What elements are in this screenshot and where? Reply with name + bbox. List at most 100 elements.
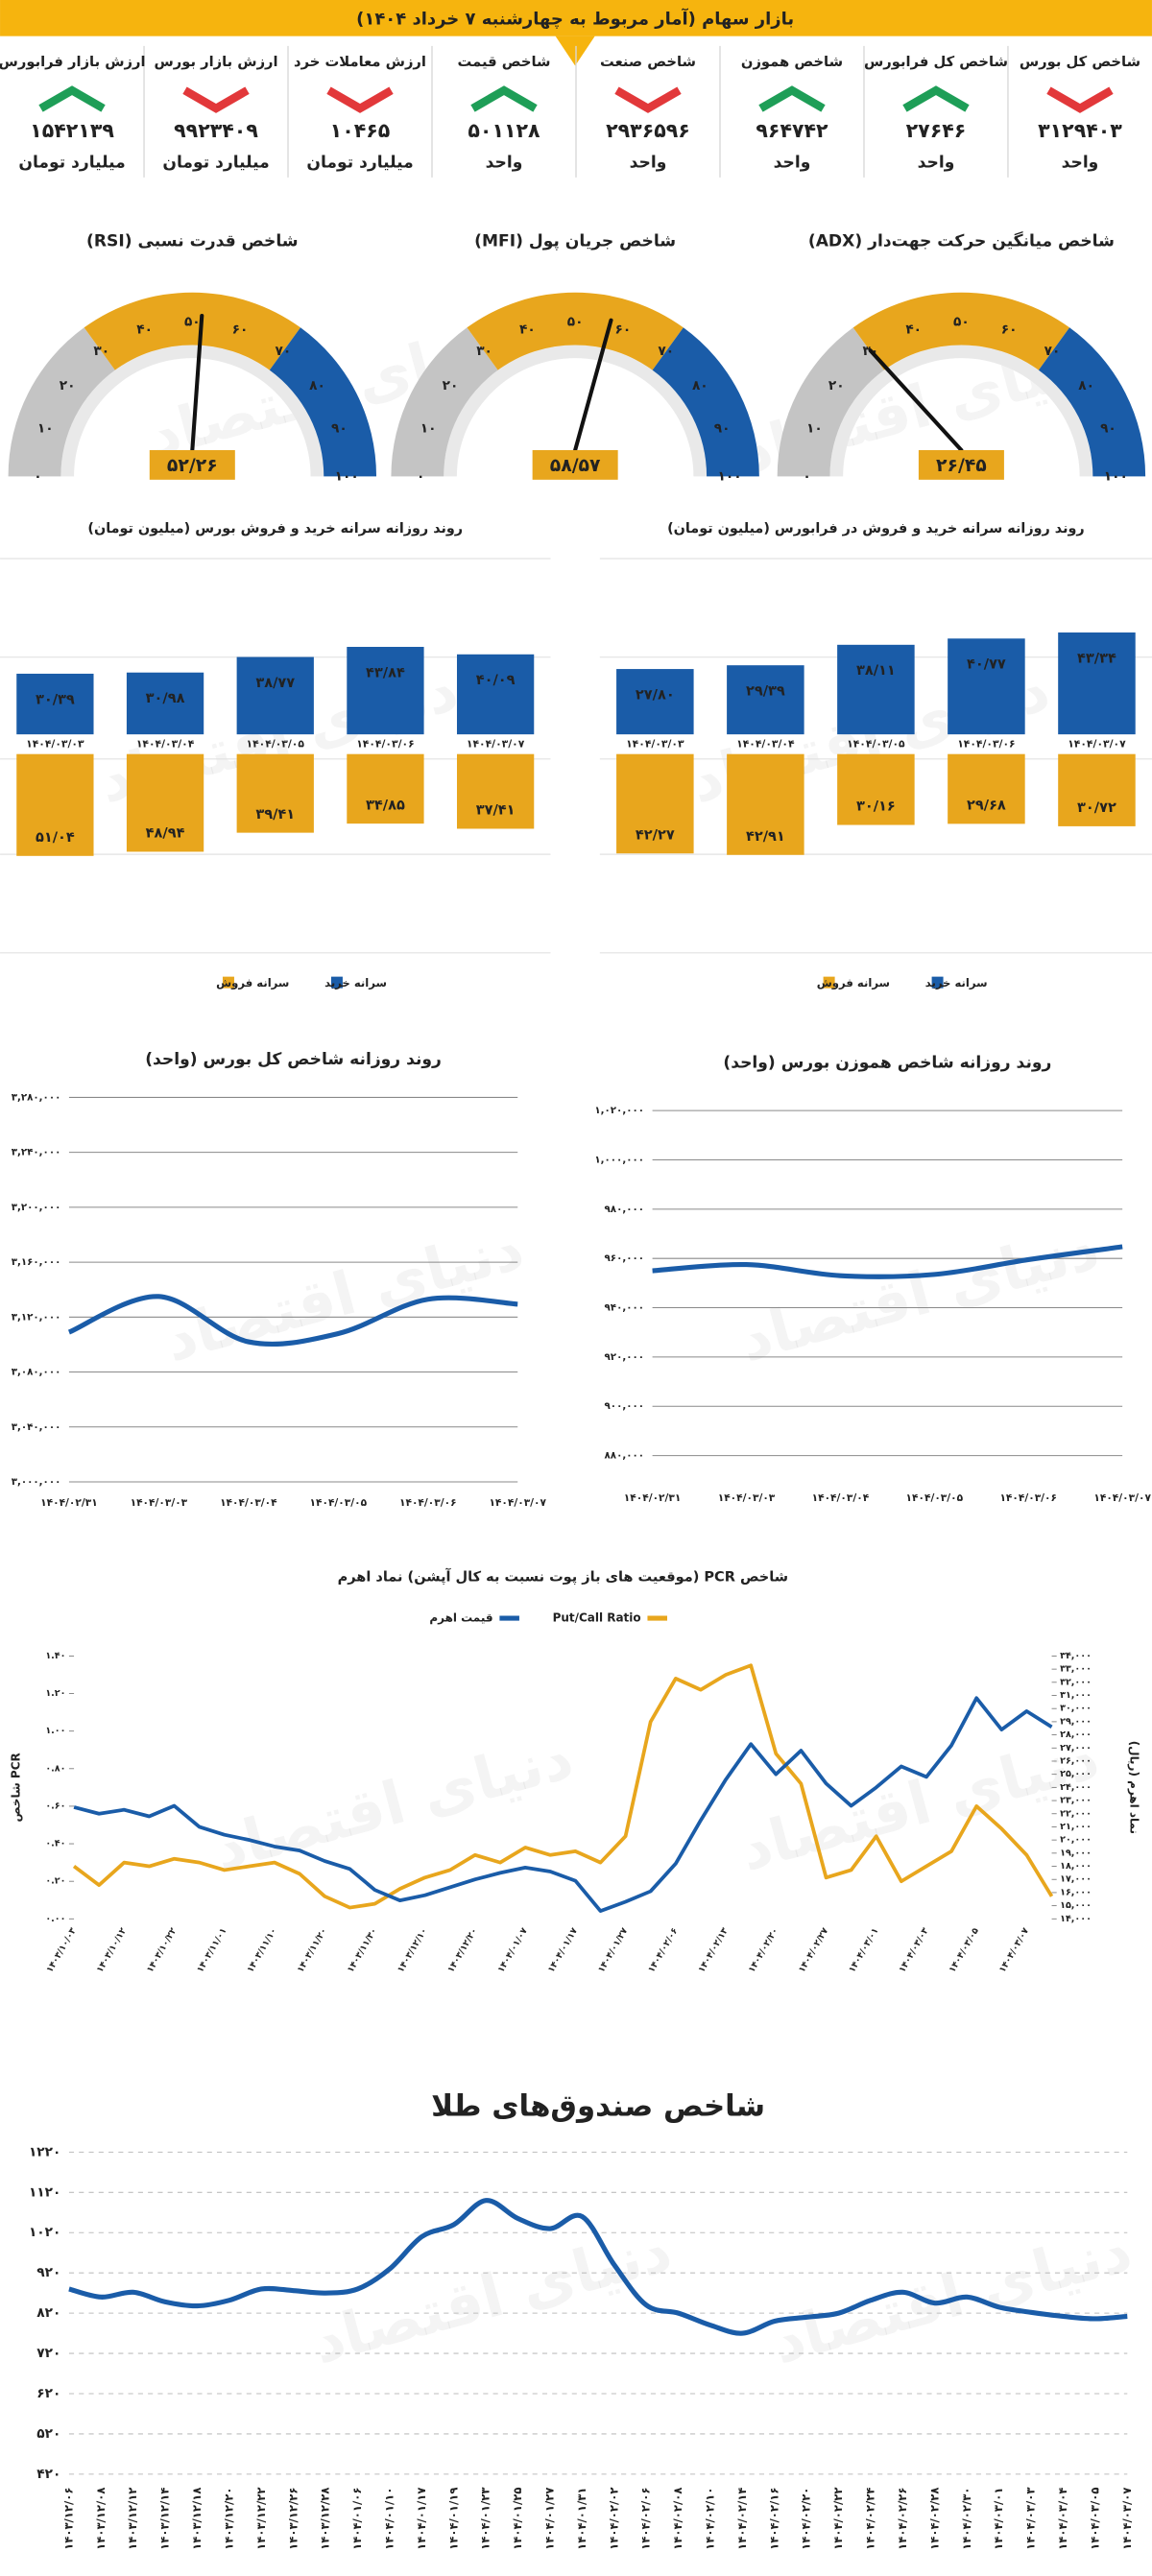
- y2-tick-label: ۳۱,۰۰۰: [1060, 1690, 1092, 1701]
- y-tick-label: ۱.۲۰: [45, 1688, 65, 1699]
- gauge-band: [652, 327, 759, 477]
- y-tick-label: ۴۲۰: [36, 2467, 60, 2482]
- x-tick-label: ۱۴۰۴/۰۳/۰۶: [957, 737, 1015, 750]
- trend-arrow: [470, 85, 538, 112]
- x-tick-label: ۱۴۰۳/۱۲/۰۸: [94, 2488, 108, 2550]
- bar-value-label: ۴۳/۳۴: [1077, 651, 1116, 666]
- y2-tick-label: ۲۴,۰۰۰: [1060, 1782, 1092, 1793]
- gauge-value-box: [149, 450, 235, 480]
- gauge-value-box: [532, 450, 618, 480]
- line-series: [68, 2198, 1128, 2336]
- bar: [16, 753, 94, 856]
- bar: [236, 656, 314, 735]
- y-tick-label: ۳,۰۴۰,۰۰۰: [12, 1421, 61, 1433]
- x-tick-label: ۱۴۰۴/۰۲/۲۸: [927, 2488, 941, 2550]
- y-tick-label: ۱.۰۰: [45, 1726, 65, 1736]
- y-tick-label: ۱۲۲۰: [29, 2144, 60, 2159]
- x-tick-label: ۱۴۰۴/۰۲/۰۲: [607, 2488, 620, 2550]
- bar: [347, 646, 424, 735]
- y2-tick-label: ۲۷,۰۰۰: [1060, 1743, 1092, 1753]
- bar-value-label: ۴۳/۸۴: [366, 665, 405, 680]
- indicator-unit: واحد: [774, 153, 811, 172]
- x-tick-label: ۱۴۰۴/۰۱/۱۹: [446, 2488, 460, 2550]
- x-tick-label: ۱۴۰۴/۰۲/۱۶: [767, 2488, 780, 2550]
- bar: [616, 753, 694, 854]
- gauge-tick-label: ۱۰۰: [1104, 468, 1128, 484]
- gauge-tick-label: ۵۰: [953, 315, 970, 330]
- x-tick-label: ۱۴۰۴/۰۳/۰۴: [1056, 2488, 1069, 2550]
- y2-tick-label: ۱۶,۰۰۰: [1060, 1887, 1092, 1897]
- gauge-band: [852, 292, 1070, 370]
- x-tick-label: ۱۴۰۴/۰۳/۰۴: [136, 737, 195, 750]
- y2-tick-label: ۳۳,۰۰۰: [1060, 1664, 1092, 1675]
- gauge-title: شاخص جریان پول (MFI): [474, 232, 676, 251]
- indicator-label: ارزش معاملات خرد: [294, 54, 426, 70]
- indicator-unit: واحد: [486, 153, 523, 172]
- y2-tick-label: ۳۰,۰۰۰: [1060, 1704, 1092, 1714]
- gauge-tick-label: ۴۰: [519, 322, 536, 337]
- gauge-tick-label: ۶۰: [615, 322, 632, 337]
- bar: [616, 669, 694, 735]
- indicator-value: ۲۷۶۴۶: [906, 119, 967, 142]
- bar: [948, 638, 1025, 735]
- gauge-tick-label: ۸۰: [1078, 378, 1094, 394]
- y2-tick-label: ۲۵,۰۰۰: [1060, 1769, 1092, 1779]
- y-tick-label: ۷۲۰: [36, 2346, 60, 2361]
- chart-title: روند روزانه سرانه خرید و فروش در فرابورس…: [667, 521, 1085, 537]
- indicator-label: شاخص کل فرابورس: [864, 54, 1008, 70]
- bar-value-label: ۲۹/۶۸: [967, 799, 1006, 814]
- y-tick-label: ۹۸۰,۰۰۰: [605, 1204, 645, 1215]
- y-tick-label: ۸۸۰,۰۰۰: [605, 1450, 645, 1462]
- x-tick-label: ۱۴۰۴/۰۳/۰۷: [489, 1496, 546, 1509]
- trend-arrow: [614, 86, 682, 113]
- x-tick-label: ۱۴۰۴/۰۱/۱۷: [415, 2488, 428, 2550]
- gauge-title: شاخص قدرت نسبی (RSI): [86, 232, 299, 251]
- y-tick-label: ۱۱۲۰: [29, 2184, 60, 2200]
- x-tick-label: ۱۴۰۴/۰۳/۰۴: [812, 1491, 870, 1504]
- y2-tick-label: ۲۰,۰۰۰: [1060, 1835, 1092, 1846]
- y-tick-label: ۹۲۰: [36, 2265, 60, 2280]
- y-tick-label: ۰.۴۰: [45, 1839, 65, 1849]
- x-tick-label: ۱۴۰۴/۰۲/۱۴: [735, 2488, 749, 2550]
- gauge-tick-label: ۲۰: [443, 378, 459, 394]
- y-tick-label: ۳,۲۸۰,۰۰۰: [12, 1091, 61, 1103]
- gauge-tick-label: ۵۰: [184, 315, 201, 330]
- bar: [948, 753, 1025, 824]
- gauge-band: [1038, 327, 1146, 477]
- bar-value-label: ۳۰/۷۲: [1077, 800, 1116, 816]
- x-tick-label: ۱۴۰۴/۰۳/۰۱: [992, 2488, 1005, 2550]
- y2-axis-title: نماد اهرم (ریال): [1127, 1741, 1141, 1834]
- y2-tick-label: ۱۸,۰۰۰: [1060, 1861, 1092, 1872]
- y-tick-label: ۳,۱۲۰,۰۰۰: [12, 1311, 61, 1323]
- header-notch: [555, 36, 595, 66]
- legend-label: سرانه فروش: [817, 976, 890, 990]
- x-tick-label: ۱۴۰۴/۰۲/۲۰: [800, 2488, 813, 2550]
- indicator-value: ۱۰۴۶۵: [330, 119, 391, 142]
- gauge-tick-label: ۱۰۰: [718, 468, 742, 484]
- line-series: [652, 1244, 1123, 1279]
- y-tick-label: ۳,۲۰۰,۰۰۰: [12, 1202, 61, 1213]
- x-tick-label: ۱۴۰۴/۰۱/۰۶: [350, 2488, 364, 2550]
- gauge-title: شاخص میانگین حرکت جهت‌دار (ADX): [808, 231, 1115, 251]
- y-tick-label: ۹۲۰,۰۰۰: [605, 1351, 645, 1363]
- legend-swatch: [931, 976, 944, 989]
- bar: [347, 753, 424, 824]
- y-tick-label: ۹۰۰,۰۰۰: [605, 1400, 645, 1412]
- legend-swatch: [222, 976, 234, 989]
- x-tick-label: ۱۴۰۳/۱۲/۲۶: [286, 2488, 300, 2550]
- bar: [16, 673, 94, 735]
- bar: [126, 672, 204, 735]
- line-series: [73, 1696, 1053, 1913]
- gauge-tick-label: ۲۰: [60, 378, 76, 394]
- x-tick-label: ۱۴۰۴/۰۱/۲۵: [511, 2488, 524, 2550]
- x-tick-label: ۱۴۰۴/۰۲/۰۶: [639, 2488, 653, 2550]
- line-series: [67, 1294, 518, 1348]
- bar-value-label: ۳۸/۷۷: [255, 676, 295, 691]
- line-series: [72, 1663, 1054, 1910]
- gauge-tick-label: ۸۰: [309, 378, 325, 394]
- gauge-tick-label: ۶۰: [232, 322, 249, 337]
- bar-value-label: ۲۹/۳۹: [746, 684, 785, 700]
- x-tick-label: ۱۴۰۴/۰۳/۰۳: [626, 737, 684, 750]
- y-tick-label: ۰.۸۰: [45, 1763, 65, 1774]
